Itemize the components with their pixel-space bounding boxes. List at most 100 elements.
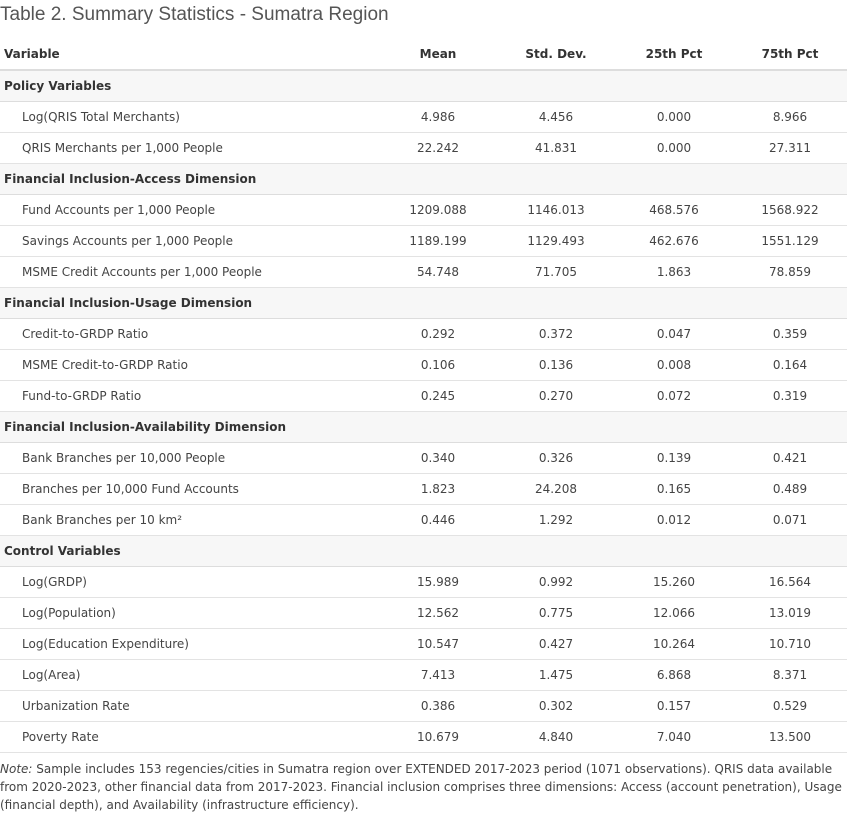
note-prefix: Note: <box>0 762 33 776</box>
cell-std-dev: 71.705 <box>497 256 615 288</box>
cell-25th-pct: 10.264 <box>615 628 733 660</box>
table-row: Credit-to-GRDP Ratio 0.292 0.372 0.047 0.359 <box>0 318 847 350</box>
cell-75th-pct: 0.319 <box>733 380 847 412</box>
cell-std-dev: 1146.013 <box>497 194 615 226</box>
cell-std-dev: 0.326 <box>497 442 615 474</box>
cell-25th-pct: 0.165 <box>615 473 733 505</box>
column-header-mean: Mean <box>379 38 497 71</box>
summary-statistics-table: Variable Mean Std. Dev. 25th Pct 75th Pc… <box>0 38 847 753</box>
variable-label: Poverty Rate <box>0 721 379 753</box>
cell-75th-pct: 0.164 <box>733 349 847 381</box>
cell-std-dev: 0.992 <box>497 566 615 598</box>
cell-mean: 1189.199 <box>379 225 497 257</box>
section-row: Policy Variables <box>0 69 847 102</box>
variable-label: MSME Credit-to-GRDP Ratio <box>0 349 379 381</box>
cell-mean: 7.413 <box>379 659 497 691</box>
table-row: Log(QRIS Total Merchants) 4.986 4.456 0.000… <box>0 101 847 133</box>
table-row: Urbanization Rate 0.386 0.302 0.157 0.529 <box>0 690 847 722</box>
cell-75th-pct: 0.359 <box>733 318 847 350</box>
section-heading: Financial Inclusion-Usage Dimension <box>0 287 847 319</box>
cell-25th-pct: 0.139 <box>615 442 733 474</box>
cell-75th-pct: 16.564 <box>733 566 847 598</box>
cell-75th-pct: 0.421 <box>733 442 847 474</box>
table-row: Fund-to-GRDP Ratio 0.245 0.270 0.072 0.319 <box>0 380 847 412</box>
table-row: Log(Area) 7.413 1.475 6.868 8.371 <box>0 659 847 691</box>
table-body: Policy Variables Log(QRIS Total Merchants… <box>0 69 847 753</box>
table-row: Fund Accounts per 1,000 People 1209.088 11… <box>0 194 847 226</box>
cell-std-dev: 0.302 <box>497 690 615 722</box>
cell-75th-pct: 27.311 <box>733 132 847 164</box>
cell-mean: 12.562 <box>379 597 497 629</box>
cell-mean: 0.245 <box>379 380 497 412</box>
cell-75th-pct: 78.859 <box>733 256 847 288</box>
cell-std-dev: 4.456 <box>497 101 615 133</box>
table-row: MSME Credit Accounts per 1,000 People 54.… <box>0 256 847 288</box>
cell-25th-pct: 0.012 <box>615 504 733 536</box>
cell-std-dev: 0.427 <box>497 628 615 660</box>
cell-std-dev: 0.372 <box>497 318 615 350</box>
table-row: MSME Credit-to-GRDP Ratio 0.106 0.136 0.008… <box>0 349 847 381</box>
cell-25th-pct: 0.072 <box>615 380 733 412</box>
cell-std-dev: 0.775 <box>497 597 615 629</box>
cell-mean: 54.748 <box>379 256 497 288</box>
table-row: Branches per 10,000 Fund Accounts 1.823 24… <box>0 473 847 505</box>
cell-75th-pct: 1551.129 <box>733 225 847 257</box>
cell-75th-pct: 13.500 <box>733 721 847 753</box>
column-header-variable: Variable <box>0 38 379 71</box>
cell-std-dev: 4.840 <box>497 721 615 753</box>
cell-mean: 0.446 <box>379 504 497 536</box>
section-row: Financial Inclusion-Usage Dimension <box>0 287 847 319</box>
cell-mean: 1209.088 <box>379 194 497 226</box>
variable-label: Log(Population) <box>0 597 379 629</box>
cell-mean: 22.242 <box>379 132 497 164</box>
variable-label: Log(GRDP) <box>0 566 379 598</box>
column-header-std-dev: Std. Dev. <box>497 38 615 71</box>
table-title: Table 2. Summary Statistics - Sumatra Re… <box>0 4 389 25</box>
cell-std-dev: 1.475 <box>497 659 615 691</box>
table-row: Poverty Rate 10.679 4.840 7.040 13.500 <box>0 721 847 753</box>
cell-std-dev: 41.831 <box>497 132 615 164</box>
table-note: Note: Sample includes 153 regencies/citi… <box>0 760 848 814</box>
cell-25th-pct: 1.863 <box>615 256 733 288</box>
variable-label: Bank Branches per 10 km² <box>0 504 379 536</box>
variable-label: Fund Accounts per 1,000 People <box>0 194 379 226</box>
cell-std-dev: 1129.493 <box>497 225 615 257</box>
table-header-row: Variable Mean Std. Dev. 25th Pct 75th Pc… <box>0 38 847 71</box>
cell-75th-pct: 0.071 <box>733 504 847 536</box>
cell-75th-pct: 1568.922 <box>733 194 847 226</box>
cell-25th-pct: 468.576 <box>615 194 733 226</box>
section-heading: Control Variables <box>0 535 847 567</box>
variable-label: Urbanization Rate <box>0 690 379 722</box>
cell-mean: 1.823 <box>379 473 497 505</box>
cell-25th-pct: 0.000 <box>615 132 733 164</box>
variable-label: Savings Accounts per 1,000 People <box>0 225 379 257</box>
column-header-25th-pct: 25th Pct <box>615 38 733 71</box>
variable-label: Fund-to-GRDP Ratio <box>0 380 379 412</box>
cell-25th-pct: 6.868 <box>615 659 733 691</box>
variable-label: MSME Credit Accounts per 1,000 People <box>0 256 379 288</box>
cell-mean: 0.292 <box>379 318 497 350</box>
section-heading: Policy Variables <box>0 69 847 102</box>
cell-75th-pct: 0.529 <box>733 690 847 722</box>
note-text: Sample includes 153 regencies/cities in … <box>0 762 842 812</box>
cell-mean: 0.340 <box>379 442 497 474</box>
table-row: Bank Branches per 10,000 People 0.340 0.32… <box>0 442 847 474</box>
cell-75th-pct: 0.489 <box>733 473 847 505</box>
cell-25th-pct: 15.260 <box>615 566 733 598</box>
table-row: Savings Accounts per 1,000 People 1189.19… <box>0 225 847 257</box>
variable-label: Log(Area) <box>0 659 379 691</box>
cell-std-dev: 1.292 <box>497 504 615 536</box>
cell-25th-pct: 12.066 <box>615 597 733 629</box>
cell-mean: 15.989 <box>379 566 497 598</box>
cell-std-dev: 0.136 <box>497 349 615 381</box>
table-row: Log(Education Expenditure) 10.547 0.427 10.… <box>0 628 847 660</box>
cell-75th-pct: 10.710 <box>733 628 847 660</box>
variable-label: QRIS Merchants per 1,000 People <box>0 132 379 164</box>
section-row: Control Variables <box>0 535 847 567</box>
section-row: Financial Inclusion-Access Dimension <box>0 163 847 195</box>
cell-mean: 0.106 <box>379 349 497 381</box>
column-header-75th-pct: 75th Pct <box>733 38 847 71</box>
table-row: Bank Branches per 10 km² 0.446 1.292 0.012 0… <box>0 504 847 536</box>
table-row: QRIS Merchants per 1,000 People 22.242 41.… <box>0 132 847 164</box>
cell-25th-pct: 0.157 <box>615 690 733 722</box>
